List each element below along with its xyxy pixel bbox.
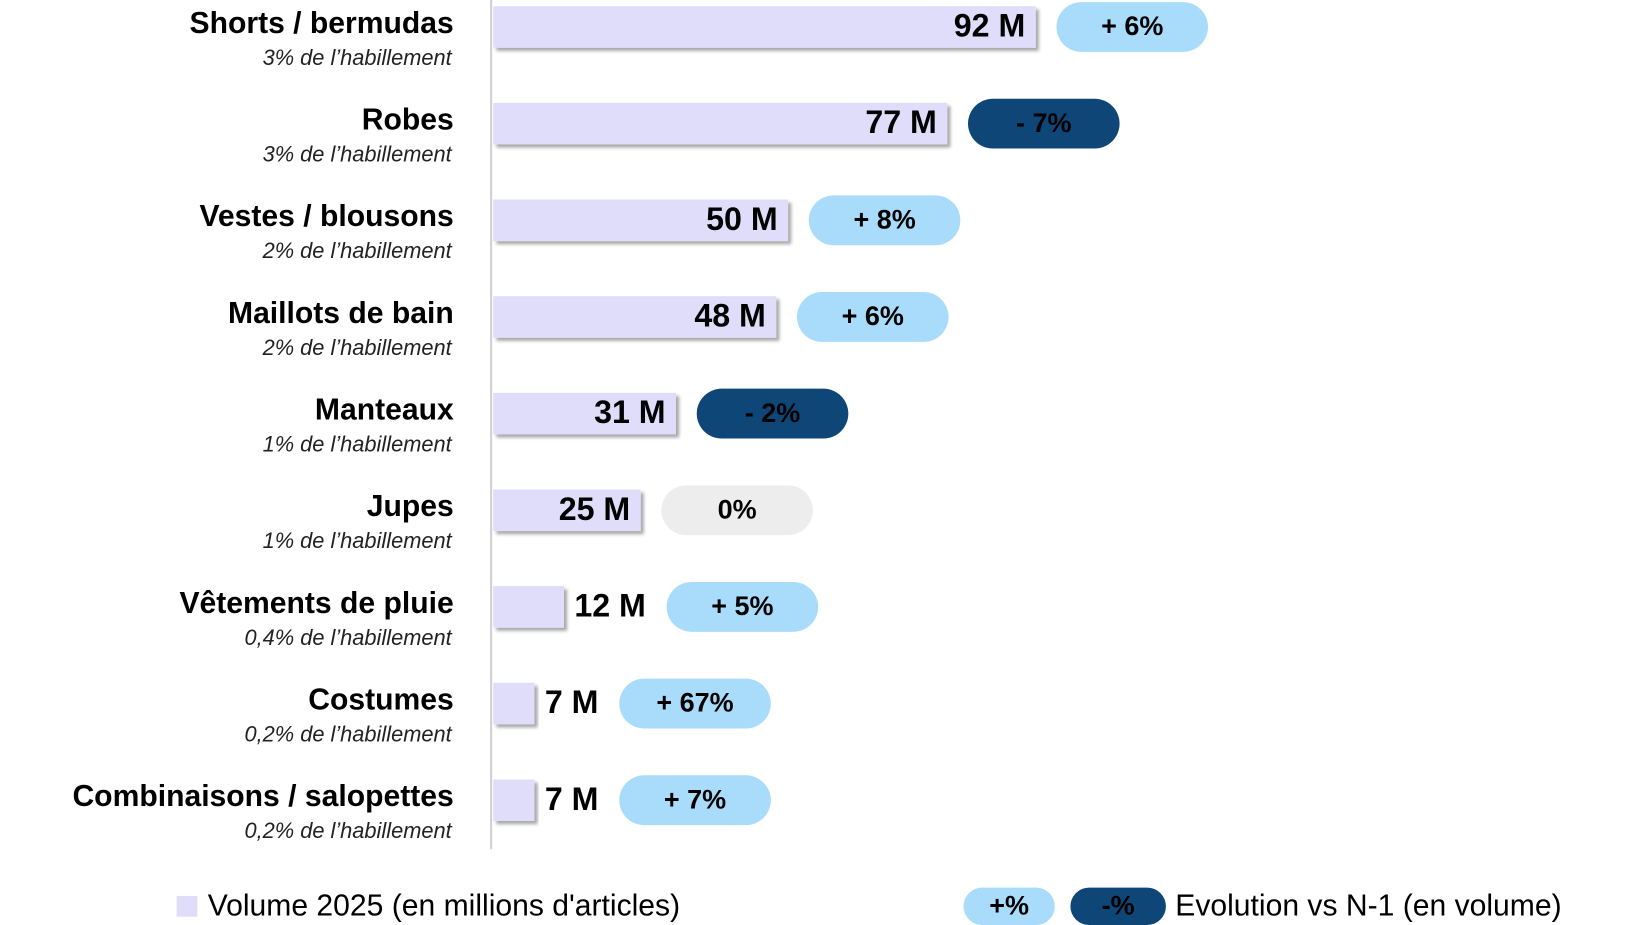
legend-label: Evolution vs N-1 (en volume) <box>1175 889 1561 922</box>
legend-pill <box>963 887 1055 925</box>
evolution-label: + 8% <box>853 204 915 234</box>
evolution-pill <box>696 388 849 439</box>
category-label: Jupes <box>367 490 454 523</box>
category-label: Costumes <box>308 683 454 716</box>
value-label: 50 M <box>706 201 778 237</box>
bar <box>493 392 676 435</box>
value-label: 77 M <box>865 104 937 140</box>
bar <box>493 102 948 145</box>
value-label: 31 M <box>594 394 666 430</box>
evolution-label: + 5% <box>711 591 773 621</box>
value-label: 25 M <box>559 491 631 527</box>
bar <box>493 199 789 242</box>
evolution-pill <box>619 775 771 826</box>
evolution-pill <box>1056 2 1209 52</box>
evolution-pill <box>796 292 949 342</box>
bar <box>493 489 641 532</box>
category-label: Robes <box>362 104 454 137</box>
category-subtitle: 0,4% de l’habillement <box>244 625 452 650</box>
category-label: Maillots de bain <box>228 297 454 330</box>
bar <box>493 779 535 821</box>
category-label: Vêtements de pluie <box>179 587 453 620</box>
category-label: Combinaisons / salopettes <box>72 780 453 813</box>
evolution-label: - 2% <box>745 398 800 428</box>
evolution-pill <box>666 581 819 632</box>
category-label: Vestes / blousons <box>200 200 454 233</box>
category-subtitle: 3% de l’habillement <box>263 45 453 70</box>
evolution-label: + 67% <box>656 688 733 718</box>
category-label: Manteaux <box>315 393 454 426</box>
category-subtitle: 1% de l’habillement <box>263 432 453 457</box>
bar <box>493 682 535 725</box>
legend-pill-label: -% <box>1102 890 1135 920</box>
evolution-pill <box>619 678 771 729</box>
evolution-pill <box>808 195 961 246</box>
category-subtitle: 2% de l’habillement <box>262 238 453 263</box>
evolution-label: + 6% <box>1101 11 1163 41</box>
evolution-label: 0% <box>718 494 757 524</box>
category-subtitle: 0,2% de l’habillement <box>244 722 452 747</box>
evolution-label: - 7% <box>1016 108 1071 138</box>
category-label: Shorts / bermudas <box>190 7 454 40</box>
value-label: 12 M <box>574 587 646 623</box>
legend-pill <box>1070 887 1166 925</box>
evolution-label: + 6% <box>842 301 904 331</box>
category-subtitle: 0,2% de l’habillement <box>244 818 452 843</box>
category-subtitle: 3% de l’habillement <box>263 142 453 167</box>
value-label: 48 M <box>694 297 766 333</box>
value-label: 7 M <box>545 684 599 720</box>
legend-swatch <box>176 895 198 917</box>
evolution-pill <box>968 98 1120 149</box>
evolution-label: + 7% <box>664 784 726 814</box>
category-subtitle: 1% de l’habillement <box>263 528 453 553</box>
value-label: 92 M <box>954 8 1026 44</box>
category-subtitle: 2% de l’habillement <box>262 335 453 360</box>
legend-label: Volume 2025 (en millions d'articles) <box>208 889 680 922</box>
bar <box>493 6 1036 48</box>
value-label: 7 M <box>545 781 599 817</box>
bar <box>493 296 777 338</box>
bar <box>493 586 564 628</box>
evolution-pill <box>661 485 813 536</box>
legend-pill-label: +% <box>989 890 1029 920</box>
